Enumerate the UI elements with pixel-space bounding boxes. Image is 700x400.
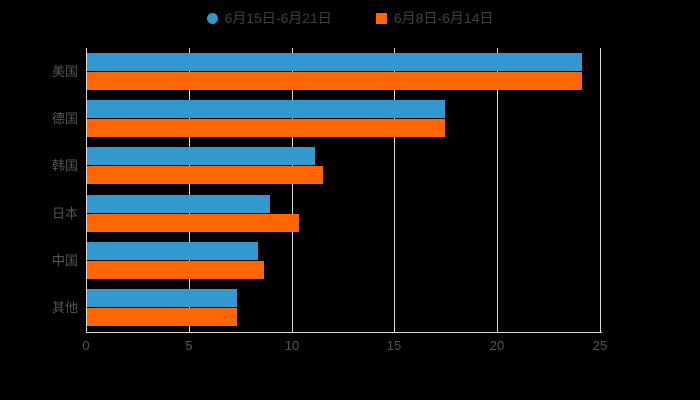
bar[interactable]: [87, 289, 237, 307]
y-axis-label-2: 韩国: [51, 158, 78, 173]
chart-legend: 6月15日-6月21日 6月8日-6月14日: [0, 6, 700, 30]
y-axis-labels: 美国德国韩国日本中国其他: [0, 48, 700, 332]
bar[interactable]: [87, 195, 270, 213]
legend-item-series-2[interactable]: 6月8日-6月14日: [375, 10, 494, 26]
bar[interactable]: [87, 308, 237, 326]
legend-circle-marker-icon: [206, 12, 218, 24]
gridline-x-25: [600, 48, 601, 332]
x-axis-tick-0: 0: [82, 338, 90, 353]
bar-group: [87, 195, 601, 233]
y-axis-label-0: 美国: [51, 64, 78, 79]
gridline-x-10: [292, 48, 293, 332]
bar[interactable]: [87, 72, 582, 90]
y-axis-label-5: 其他: [51, 300, 78, 315]
bar-group: [87, 147, 601, 185]
x-axis-tick-25: 25: [592, 338, 608, 353]
y-axis-label-4: 中国: [51, 253, 78, 268]
x-axis-tick-15: 15: [386, 338, 402, 353]
bar[interactable]: [87, 242, 258, 260]
bar[interactable]: [87, 53, 582, 71]
gridline-x-15: [394, 48, 395, 332]
bar[interactable]: [87, 147, 315, 165]
bar-group: [87, 100, 601, 138]
gridline-x-5: [189, 48, 190, 332]
bar[interactable]: [87, 214, 299, 232]
bar-group: [87, 53, 601, 91]
plot-area: [86, 48, 601, 332]
legend-label-series-1: 6月15日-6月21日: [224, 10, 332, 26]
y-axis-label-1: 德国: [51, 111, 78, 126]
y-axis-label-3: 日本: [51, 206, 78, 221]
x-axis-line: [86, 332, 602, 333]
bar-group: [87, 242, 601, 280]
bar[interactable]: [87, 166, 323, 184]
x-axis-tick-20: 20: [489, 338, 505, 353]
legend-item-series-1[interactable]: 6月15日-6月21日: [206, 10, 332, 26]
bar[interactable]: [87, 119, 445, 137]
x-axis-tick-10: 10: [284, 338, 300, 353]
bar[interactable]: [87, 100, 445, 118]
legend-label-series-2: 6月8日-6月14日: [393, 10, 494, 26]
legend-square-marker-icon: [375, 12, 387, 24]
bar[interactable]: [87, 261, 264, 279]
x-axis-tick-labels: 0 5 10 15 20 25: [0, 338, 700, 360]
gridline-x-20: [497, 48, 498, 332]
x-axis-tick-5: 5: [185, 338, 193, 353]
gridline-x-0: [86, 48, 87, 332]
bar-group: [87, 289, 601, 327]
